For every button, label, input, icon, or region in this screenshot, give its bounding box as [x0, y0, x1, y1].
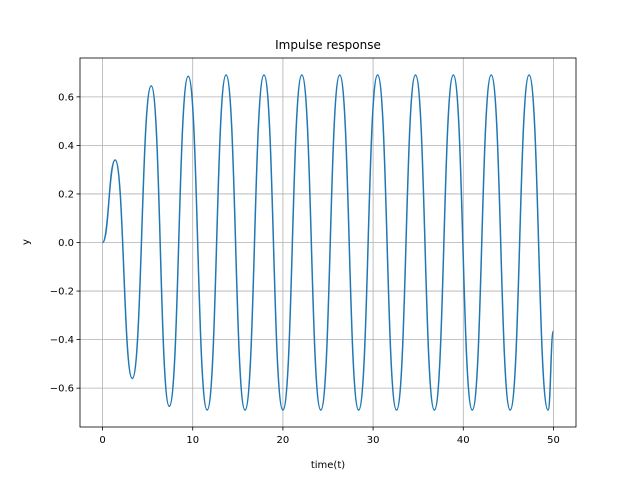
y-tick-label: 0.6 — [58, 92, 74, 103]
y-axis-label: y — [21, 239, 32, 245]
x-tick-label: 50 — [547, 435, 560, 446]
series-layer — [101, 74, 555, 411]
y-tick-label: 0.4 — [58, 141, 74, 152]
x-axis-ticks: 0 10 20 30 40 50 — [99, 427, 560, 446]
impulse-response-line — [101, 74, 555, 411]
y-tick-label: 0.2 — [58, 189, 74, 200]
x-tick-label: 40 — [457, 435, 470, 446]
chart-title: Impulse response — [275, 38, 381, 52]
x-tick-label: 10 — [186, 435, 199, 446]
x-axis-label: time(t) — [311, 460, 345, 471]
y-tick-label: −0.2 — [50, 287, 74, 298]
y-axis-ticks: −0.6 −0.4 −0.2 0.0 0.2 0.4 0.6 — [50, 92, 80, 395]
y-tick-label: −0.6 — [50, 384, 74, 395]
y-tick-label: −0.4 — [50, 335, 74, 346]
x-tick-label: 20 — [277, 435, 290, 446]
x-tick-label: 30 — [367, 435, 380, 446]
x-tick-label: 0 — [99, 435, 105, 446]
y-tick-label: 0.0 — [58, 238, 74, 249]
